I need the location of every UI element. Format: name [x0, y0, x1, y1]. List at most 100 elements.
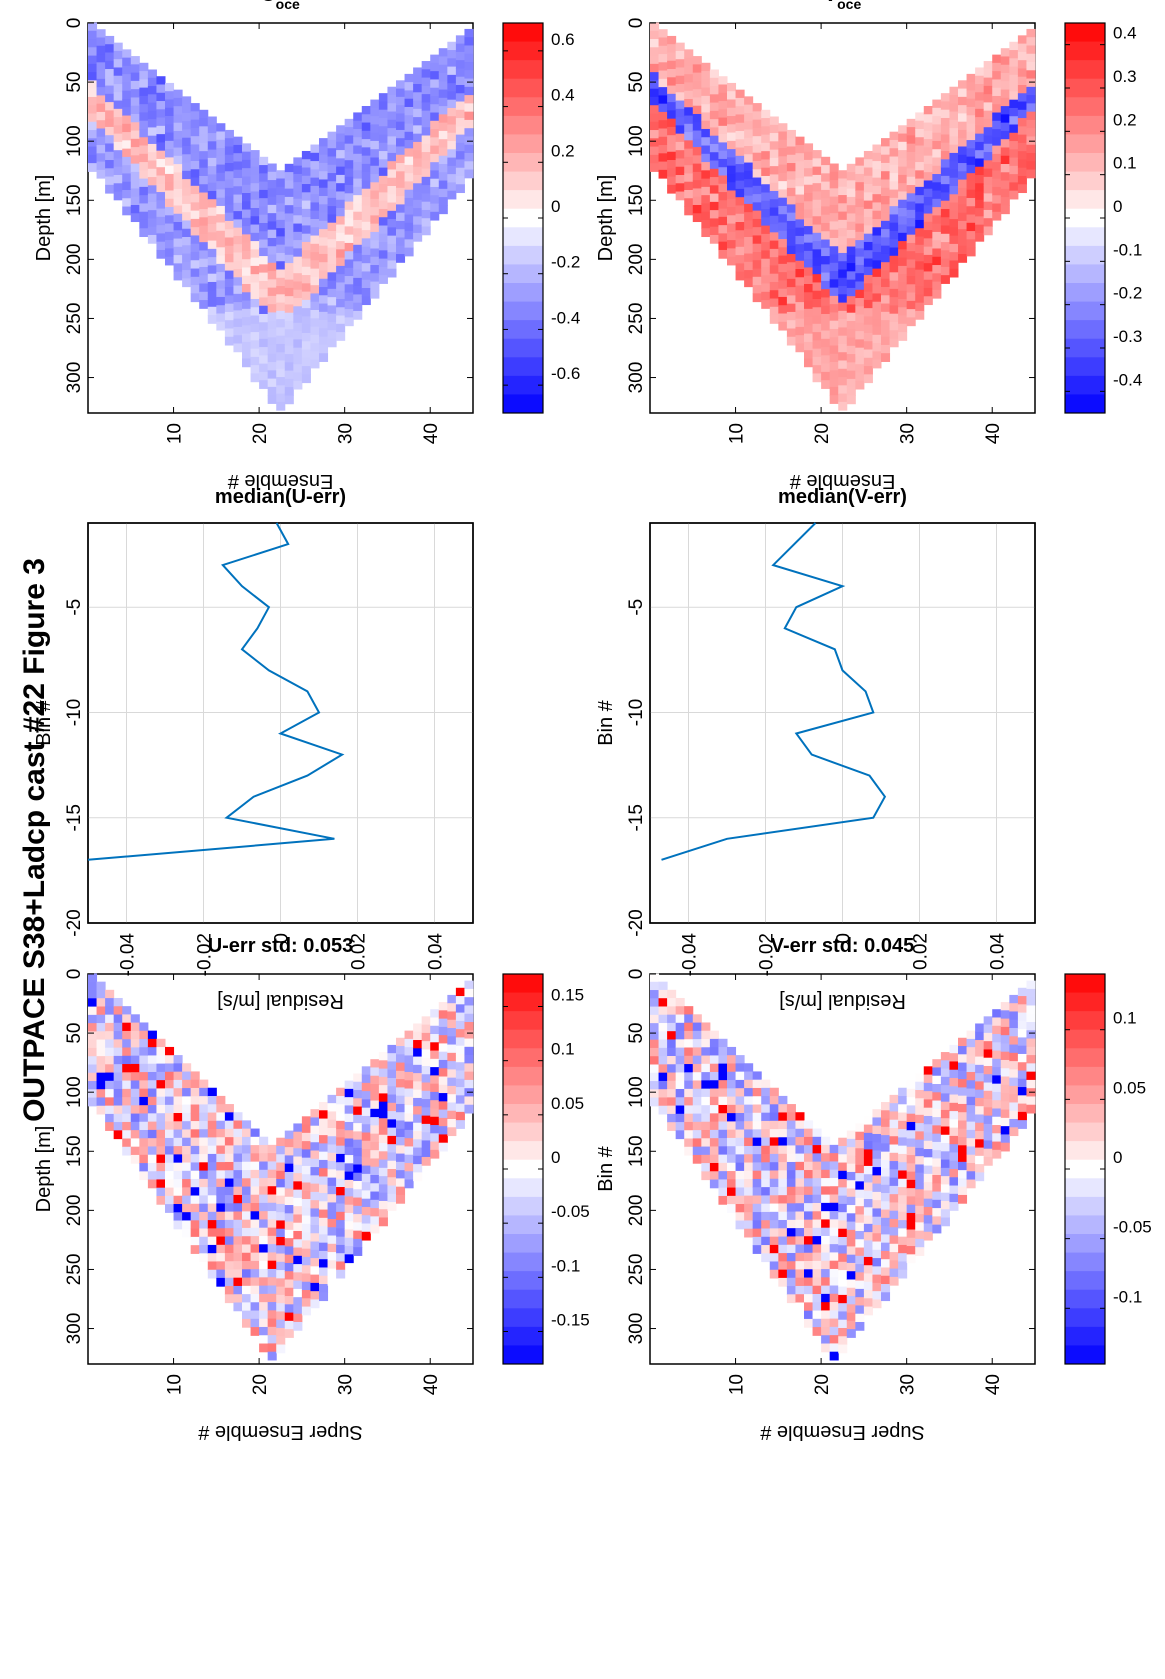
heat-cell [923, 246, 933, 256]
heat-cell [872, 301, 882, 311]
heat-cell [284, 304, 294, 314]
heat-cell [233, 1112, 243, 1121]
heat-cell [421, 1049, 431, 1059]
heat-cell [975, 1106, 985, 1115]
heat-cell [447, 1019, 457, 1029]
heat-cell [992, 95, 1002, 105]
heat-cell [761, 1253, 771, 1263]
heat-cell [829, 180, 839, 189]
heat-cell [344, 218, 354, 227]
heat-cell [396, 1137, 406, 1146]
heat-cell [778, 313, 788, 323]
heat-cell [949, 1077, 959, 1087]
heat-cell [113, 166, 123, 176]
colorbar-segment [1065, 973, 1105, 993]
heat-cell [156, 92, 166, 102]
heat-cell [327, 197, 337, 207]
heat-cell [464, 1104, 474, 1114]
heat-cell [336, 166, 346, 176]
heat-cell [173, 1079, 183, 1089]
heat-cell [889, 1276, 899, 1286]
heat-cell [310, 252, 320, 261]
heat-cell [207, 182, 217, 192]
heat-cell [692, 1022, 702, 1032]
heat-cell [838, 385, 848, 395]
colorbar-tick-label: -0.6 [551, 364, 580, 383]
heat-cell [684, 140, 694, 150]
heat-cell [1000, 1035, 1010, 1044]
heat-cell [199, 1154, 209, 1163]
heat-cell [795, 1128, 805, 1138]
heat-cell [413, 141, 423, 151]
heat-cell [190, 136, 200, 145]
heat-cell [761, 1087, 771, 1097]
x-tick-label: 0.04 [426, 933, 447, 970]
heat-cell [438, 81, 448, 91]
heat-cell [130, 1055, 140, 1065]
heat-cell [1009, 149, 1019, 159]
heat-cell [829, 246, 839, 256]
heat-cell [293, 1206, 303, 1215]
heat-cell [744, 179, 754, 188]
colorbar-segment [503, 1103, 543, 1123]
heat-cell [923, 213, 933, 223]
heat-cell [718, 1154, 728, 1164]
heat-cell [650, 1031, 660, 1041]
heat-cell [863, 374, 873, 384]
heat-cell [250, 257, 260, 267]
heat-cell [667, 1039, 677, 1049]
heat-cell [958, 1046, 968, 1055]
heat-cell [932, 1067, 942, 1077]
heat-cell [975, 1056, 985, 1066]
heat-cell [447, 1110, 457, 1120]
heat-cell [361, 1223, 371, 1233]
heat-cell [940, 175, 950, 185]
heat-cell [113, 1088, 123, 1098]
heat-cell [96, 62, 106, 72]
heat-cell [319, 270, 329, 280]
colorbar-segment [1065, 319, 1105, 339]
heat-cell [147, 1063, 157, 1073]
heat-cell [122, 90, 132, 100]
heat-cell [1000, 1010, 1010, 1020]
heat-cell [207, 1087, 217, 1097]
heat-cell [932, 174, 942, 183]
heat-cell [735, 255, 745, 264]
heat-cell [889, 1218, 899, 1228]
heat-cell [447, 165, 457, 175]
heat-cell [881, 1110, 891, 1120]
heat-cell [387, 1094, 397, 1104]
heat-cell [130, 1121, 140, 1131]
heat-cell [250, 356, 260, 366]
heat-cell [983, 135, 993, 145]
heat-cell [975, 1139, 985, 1149]
heat-cell [804, 1294, 814, 1303]
heat-cell [727, 132, 737, 142]
heat-cell [378, 134, 388, 144]
heat-cell [455, 1012, 465, 1022]
heat-cell [667, 176, 677, 186]
heat-cell [447, 174, 457, 183]
heat-cell [344, 1113, 354, 1123]
heat-cell [293, 223, 303, 233]
heat-cell [863, 316, 873, 326]
heat-cell [975, 166, 985, 176]
heat-cell [361, 1173, 371, 1183]
heat-cell [430, 1058, 440, 1068]
heat-cell [838, 252, 848, 262]
heat-cell [224, 245, 234, 255]
heat-cell [455, 35, 465, 45]
heat-cell [906, 259, 916, 269]
heat-cell [242, 1244, 252, 1254]
heat-cell [173, 1104, 183, 1114]
heat-cell [667, 1097, 677, 1107]
heat-cell [224, 1178, 234, 1188]
heat-cell [1000, 1101, 1010, 1111]
heat-cell [301, 1298, 311, 1308]
colorbar-tick-label: 0.6 [551, 30, 575, 49]
heat-cell [812, 1327, 822, 1336]
heat-cell [421, 61, 431, 70]
heat-cell [233, 1211, 243, 1221]
heat-cell [413, 175, 423, 184]
heat-cell [1017, 118, 1027, 127]
